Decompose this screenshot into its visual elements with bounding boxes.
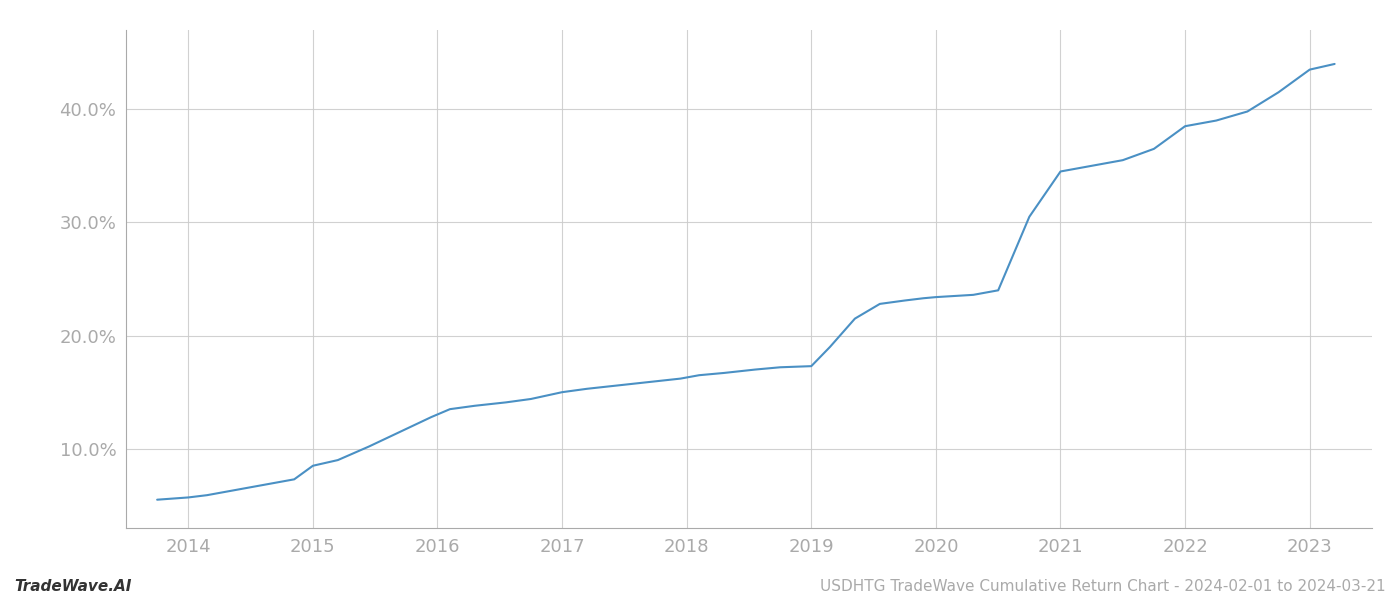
Text: TradeWave.AI: TradeWave.AI [14,579,132,594]
Text: USDHTG TradeWave Cumulative Return Chart - 2024-02-01 to 2024-03-21: USDHTG TradeWave Cumulative Return Chart… [820,579,1386,594]
